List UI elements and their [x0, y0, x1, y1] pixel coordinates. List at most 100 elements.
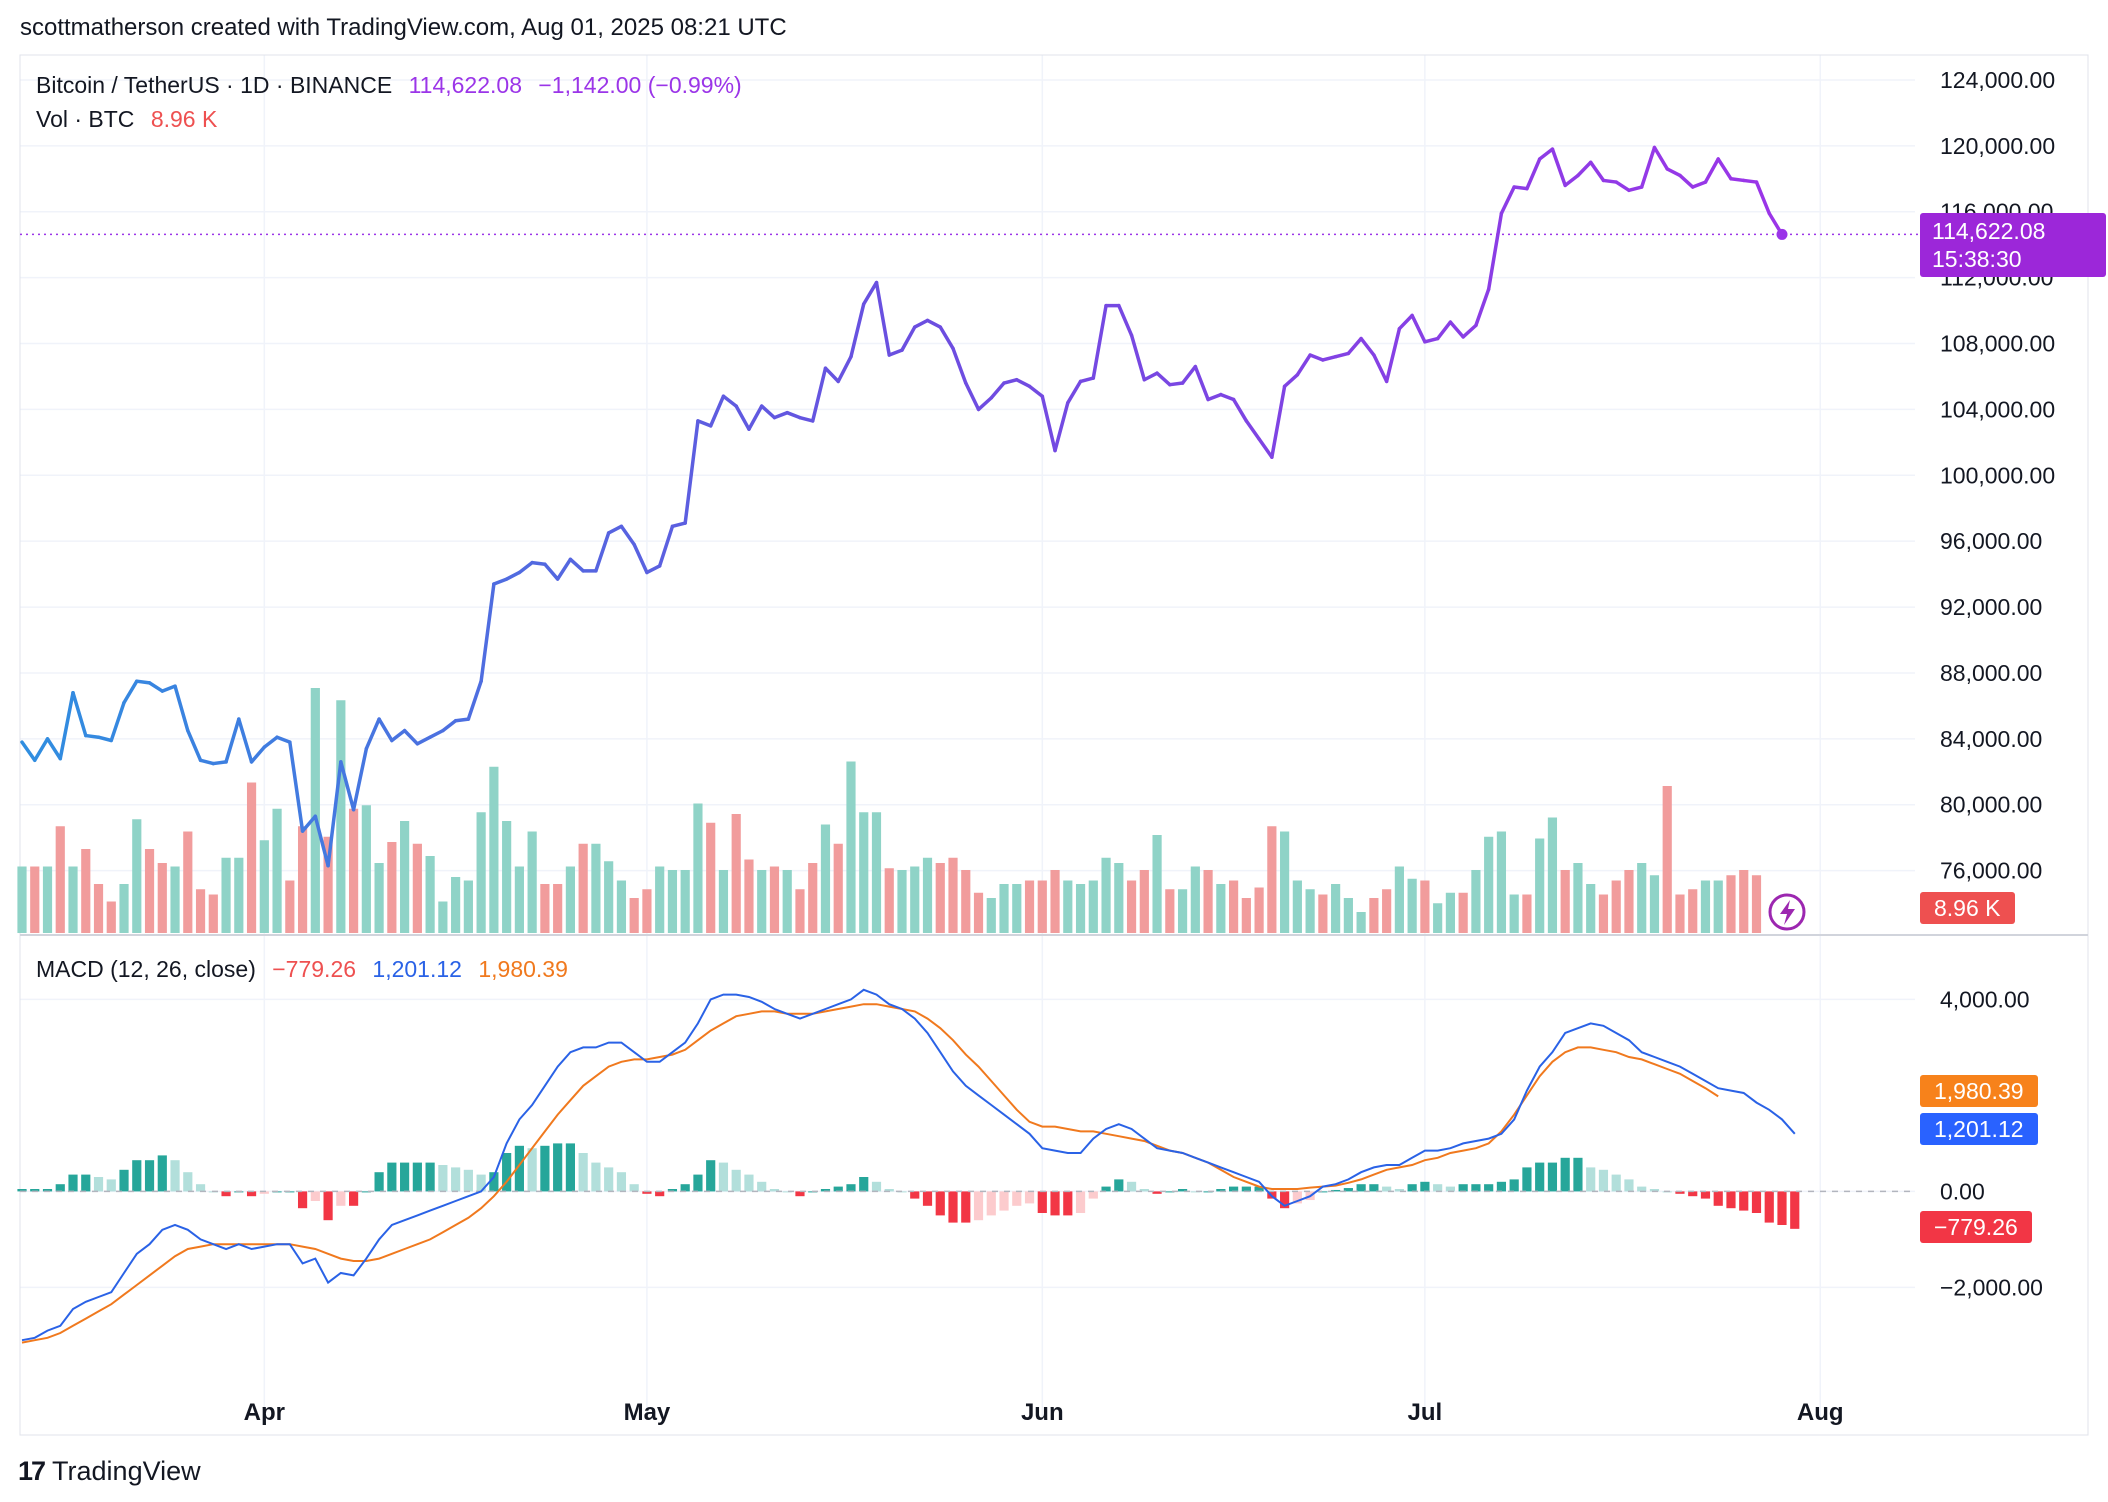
volume-bar — [1509, 894, 1519, 933]
volume-bar — [310, 688, 320, 933]
volume-bar — [1547, 817, 1558, 933]
volume-bar — [578, 843, 588, 933]
macd-tag: 1,201.12 — [1920, 1113, 2038, 1145]
volume-bar — [221, 857, 231, 933]
price-line-segment — [1512, 185, 1529, 191]
price-line-segment — [1550, 147, 1567, 188]
price-line-segment — [1168, 381, 1185, 387]
price-tick-label: 104,000.00 — [1940, 396, 2055, 422]
histogram-bar — [629, 1184, 639, 1192]
price-line-segment — [1231, 397, 1249, 423]
histogram-bar — [1382, 1186, 1392, 1192]
volume-bar — [833, 843, 843, 933]
macd-legend[interactable]: MACD (12, 26, close) −779.26 1,201.12 1,… — [36, 956, 578, 983]
volume-bar — [1369, 898, 1379, 933]
volume-bar — [425, 856, 435, 933]
tradingview-logo[interactable]: 17 TradingView — [18, 1456, 201, 1487]
price-tick-label: 88,000.00 — [1940, 660, 2042, 686]
histogram-bar — [336, 1191, 346, 1206]
volume-bar — [1114, 863, 1124, 933]
macd-line-value: 1,201.12 — [372, 956, 462, 982]
volume-bar — [1331, 884, 1341, 933]
histogram-bar — [1254, 1186, 1264, 1192]
macd-line — [21, 988, 1796, 1342]
price-line-segment — [900, 325, 917, 352]
histogram-bar — [1726, 1191, 1736, 1209]
histogram-bar — [578, 1153, 588, 1192]
price-line-segment — [1053, 401, 1070, 453]
histogram-bar — [1496, 1181, 1507, 1192]
price-line-segment — [1652, 145, 1669, 171]
histogram-bar — [349, 1191, 359, 1206]
volume-bar — [1611, 880, 1621, 933]
histogram-bar — [1139, 1189, 1149, 1192]
histogram-bar — [170, 1160, 180, 1192]
volume-bar — [961, 870, 971, 933]
histogram-bar — [259, 1191, 269, 1194]
volume-bar — [1662, 786, 1672, 933]
volume-bar — [81, 849, 91, 933]
price-line-segment — [759, 404, 777, 420]
histogram-bar — [1407, 1184, 1417, 1192]
histogram-bar — [820, 1189, 831, 1192]
price-line-segment — [1270, 384, 1287, 459]
volume-bar — [412, 843, 422, 933]
volume-bar — [476, 812, 486, 933]
histogram-bar — [1624, 1179, 1634, 1192]
price-line-segment — [1601, 178, 1618, 184]
histogram-bar — [744, 1174, 754, 1192]
volume-bar — [144, 849, 155, 933]
histogram-bar — [1586, 1167, 1596, 1192]
histogram-bar — [1547, 1162, 1558, 1192]
price-line-segment — [951, 346, 968, 385]
price-line-segment — [275, 735, 292, 744]
price-line-segment — [415, 735, 432, 746]
histogram-bar — [400, 1162, 410, 1192]
histogram-bar — [1356, 1184, 1366, 1192]
symbol-legend[interactable]: Bitcoin / TetherUS · 1D · BINANCE 114,62… — [36, 72, 752, 99]
volume-bar — [1382, 889, 1392, 933]
price-line-segment — [326, 760, 343, 868]
lightning-icon[interactable] — [1768, 893, 1806, 931]
price-line-segment — [313, 814, 330, 868]
macd-tick-label: −2,000.00 — [1940, 1274, 2043, 1300]
histogram-bar — [986, 1191, 996, 1216]
price-line-segment — [810, 366, 828, 423]
histogram-bar — [157, 1155, 167, 1192]
volume-bar — [884, 868, 894, 933]
histogram-bar — [565, 1143, 575, 1192]
volume-bar — [349, 808, 359, 933]
volume-bar — [1037, 880, 1047, 933]
histogram-bar — [1152, 1191, 1162, 1194]
price-line-segment — [976, 396, 994, 412]
price-line-segment — [351, 746, 369, 812]
price-line-segment — [1435, 320, 1453, 341]
histogram-bar — [1126, 1181, 1137, 1192]
price-line-segment — [823, 366, 840, 384]
price-line-segment — [466, 679, 483, 721]
price-tick-label: 124,000.00 — [1940, 67, 2055, 93]
histogram-bar — [1114, 1179, 1124, 1192]
price-line-segment — [1193, 364, 1210, 402]
price-line-segment — [1002, 377, 1019, 385]
price-line-segment — [20, 740, 37, 763]
histogram-bar — [616, 1172, 627, 1192]
histogram-bar — [1471, 1184, 1481, 1192]
volume-bar — [1063, 880, 1073, 933]
histogram-bar — [361, 1191, 371, 1193]
histogram-bar — [973, 1191, 984, 1221]
price-line-segment — [58, 690, 75, 761]
volume-bar — [170, 866, 180, 933]
tradingview-logo-mark: 17 — [18, 1456, 46, 1486]
price-line-segment — [683, 419, 700, 525]
volume-bar — [1356, 912, 1366, 933]
histogram-bar — [1700, 1191, 1711, 1199]
volume-bar — [17, 866, 27, 933]
volume-bar — [527, 831, 537, 933]
volume-legend[interactable]: Vol · BTC 8.96 K — [36, 106, 227, 133]
price-line-segment — [441, 718, 458, 733]
price-line-segment — [339, 760, 356, 812]
volume-bar — [820, 824, 831, 933]
histogram-bar — [1343, 1188, 1353, 1192]
